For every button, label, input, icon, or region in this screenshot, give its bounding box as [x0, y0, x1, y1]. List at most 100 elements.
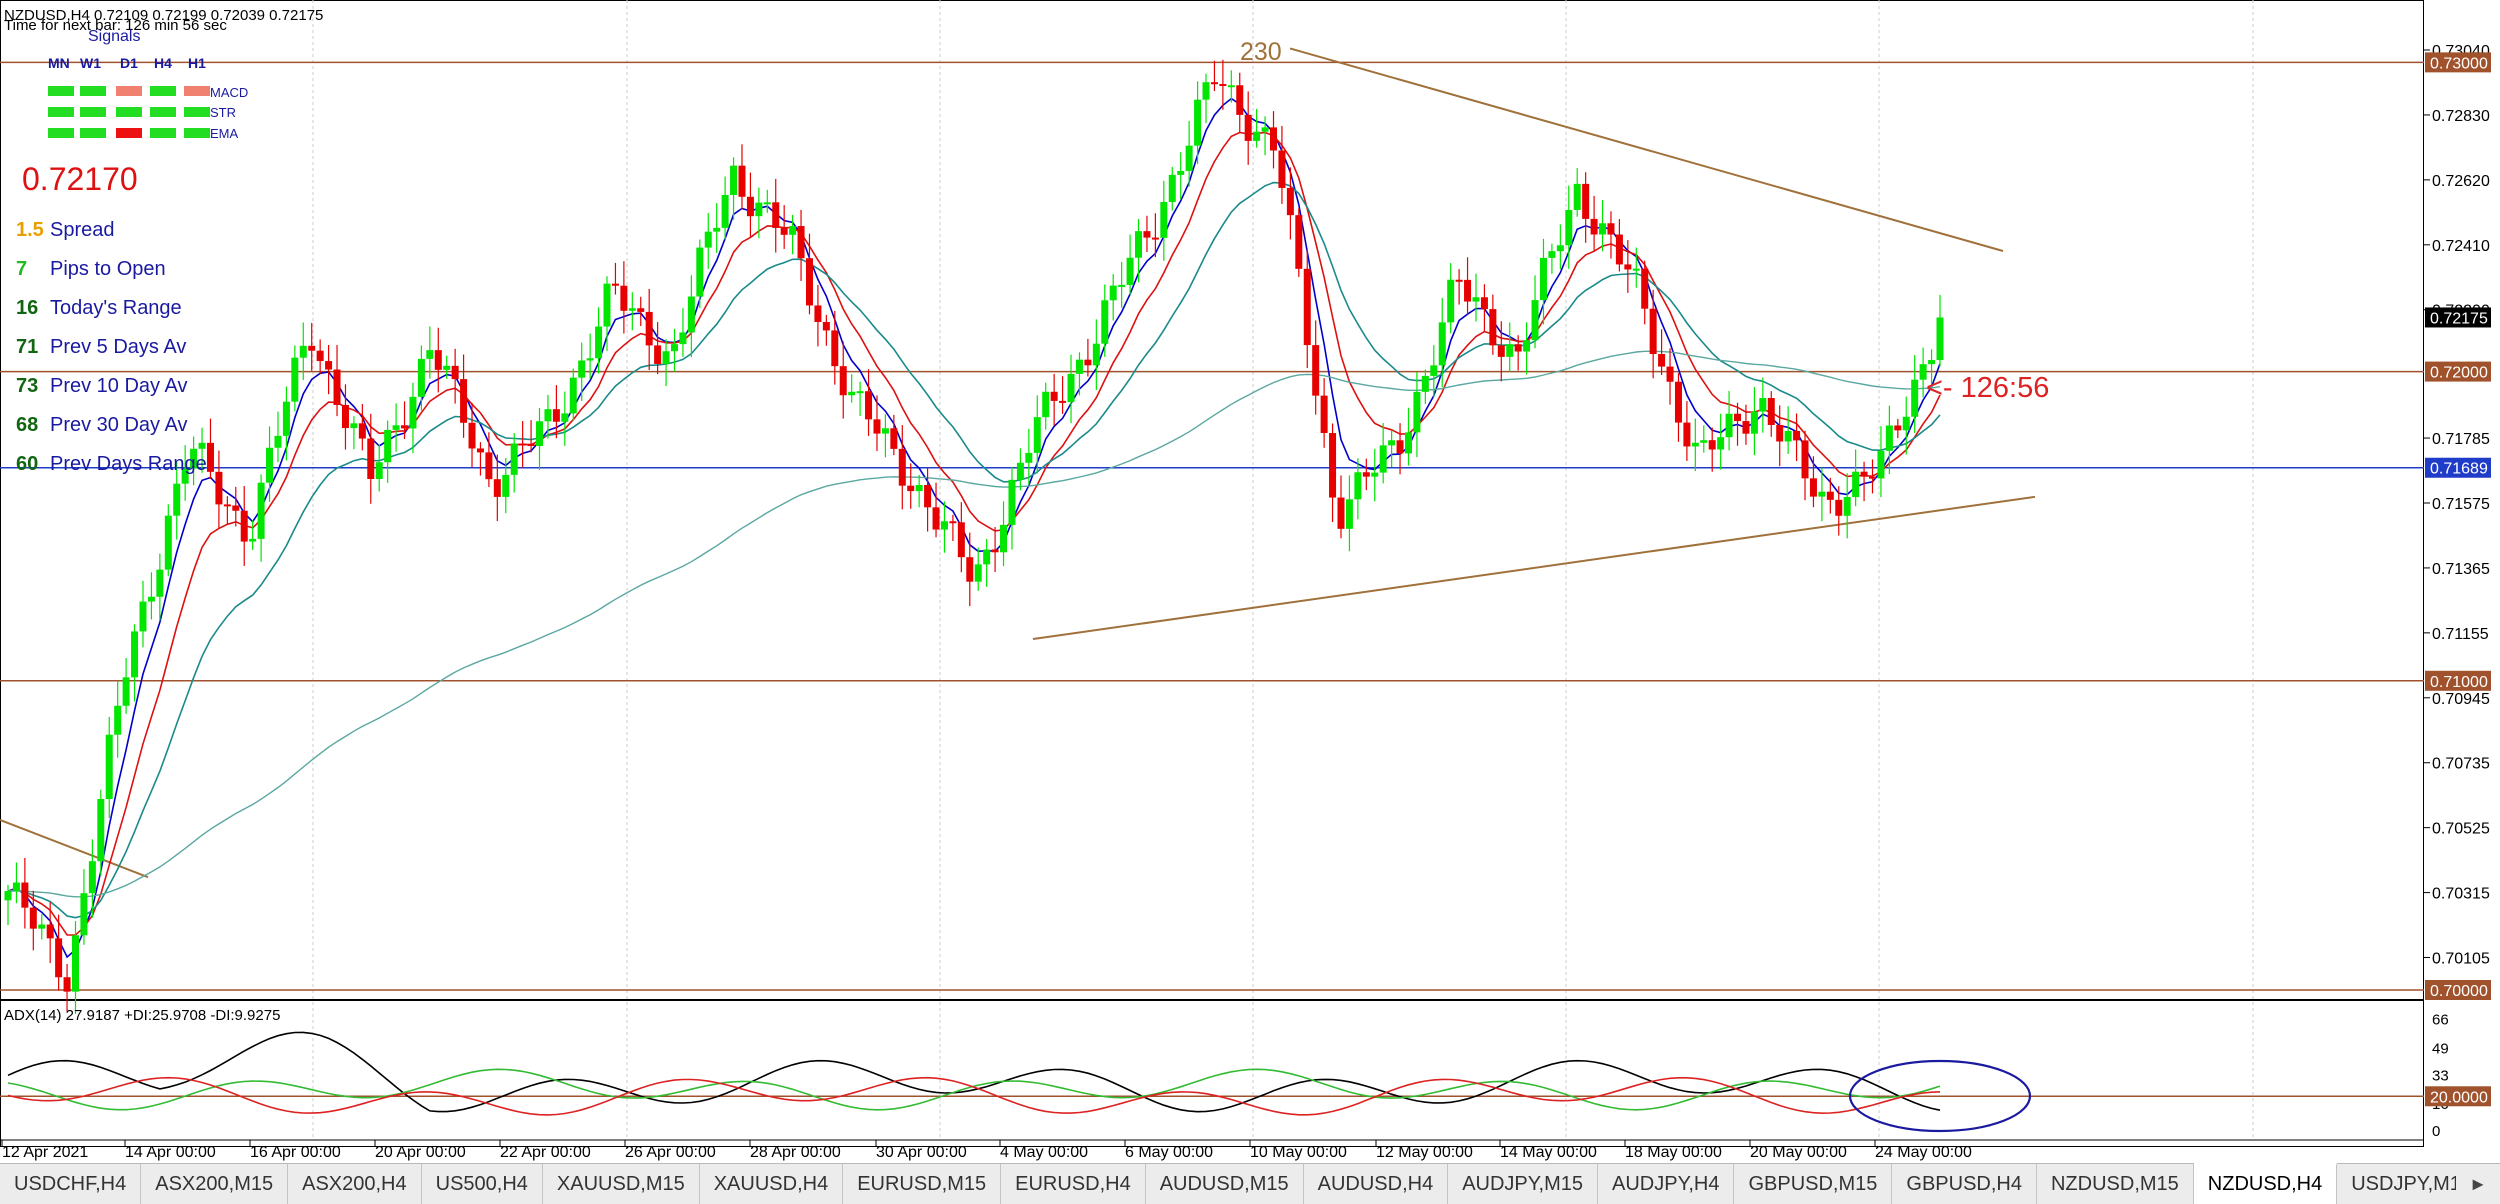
time-tick-label: 26 Apr 00:00: [625, 1144, 716, 1161]
signal-cell: [184, 128, 210, 138]
candle-body: [316, 350, 324, 362]
price-tick-label: 0.70105: [2432, 951, 2490, 968]
tab-eurusd-m15[interactable]: EURUSD,M15: [843, 1164, 1002, 1204]
price-level-badge: [2425, 52, 2491, 73]
time-tick-label: 10 May 00:00: [1250, 1144, 1347, 1161]
tab-audjpy-h4[interactable]: AUDJPY,H4: [1598, 1164, 1735, 1204]
candle-body: [1919, 364, 1927, 380]
current-price: 0.72170: [22, 161, 138, 197]
candle-body: [1362, 472, 1370, 477]
time-tick-label: 24 May 00:00: [1875, 1144, 1972, 1161]
candle-body: [746, 196, 754, 217]
candle-body: [443, 365, 451, 370]
horizontal-levels: [0, 61, 2424, 991]
time-tick-label: 12 May 00:00: [1376, 1144, 1473, 1161]
signal-cell: [150, 86, 176, 96]
candle-body: [1624, 264, 1632, 270]
candle-body: [1784, 430, 1792, 442]
time-axis[interactable]: 12 Apr 2021 14 Apr 00:00 16 Apr 00:00 20 Ap…: [1, 1140, 1972, 1161]
price-level-badge: [2425, 980, 2491, 1000]
signal-cell: [116, 86, 142, 96]
signal-cell: [184, 86, 210, 96]
signal-cell: [48, 128, 74, 138]
candle-body: [1050, 391, 1058, 401]
candle-body: [510, 443, 518, 475]
candle-body: [915, 484, 923, 492]
candle-body: [1438, 322, 1446, 366]
candle-body: [164, 515, 172, 570]
candle-body: [4, 891, 12, 901]
candle-body: [898, 448, 906, 486]
candle-body: [223, 504, 231, 507]
candle-body: [1767, 398, 1775, 425]
candle-body: [1641, 268, 1649, 309]
candle-body: [1497, 345, 1505, 357]
candle-body: [282, 401, 290, 436]
tab-asx200-h4[interactable]: ASX200,H4: [288, 1164, 422, 1204]
price-axis[interactable]: 0.730400.728300.726200.724100.722000.717…: [2424, 43, 2491, 1000]
candle-body: [71, 935, 79, 992]
candle-body: [1556, 245, 1564, 252]
info-label: Prev Days Range: [50, 453, 207, 475]
candle-body: [738, 165, 746, 197]
time-tick-label: 20 May 00:00: [1750, 1144, 1847, 1161]
tab-eurusd-h4[interactable]: EURUSD,H4: [1001, 1164, 1146, 1204]
signal-cell: [184, 107, 210, 117]
candle-body: [1632, 268, 1640, 271]
candle-body: [1379, 445, 1387, 473]
tab-us500-h4[interactable]: US500,H4: [422, 1164, 543, 1204]
candle-body: [1674, 381, 1682, 423]
price-level-label: 0.71000: [2430, 674, 2488, 691]
candle-body: [586, 358, 594, 361]
candle-body: [122, 677, 130, 706]
tab-audusd-m15[interactable]: AUDUSD,M15: [1146, 1164, 1304, 1204]
candle-body: [772, 202, 780, 228]
candle-body: [527, 443, 535, 447]
tab-xauusd-h4[interactable]: XAUUSD,H4: [700, 1164, 844, 1204]
candle-body: [780, 227, 788, 235]
candle-body: [1404, 432, 1412, 454]
candle-body: [12, 882, 20, 892]
price-tick-label: 0.72830: [2432, 108, 2490, 125]
tab-scroll-right-icon[interactable]: ►: [2456, 1164, 2500, 1204]
candle-body: [1658, 353, 1666, 367]
candle-body: [55, 938, 63, 978]
candle-body: [670, 344, 678, 352]
candle-body: [1877, 450, 1885, 479]
candle-body: [1691, 442, 1699, 447]
candle-body: [1185, 145, 1193, 171]
candle-body: [198, 442, 206, 449]
chart-canvas[interactable]: 0.730400.728300.726200.724100.722000.717…: [0, 0, 2500, 1163]
tab-audjpy-m15[interactable]: AUDJPY,M15: [1448, 1164, 1598, 1204]
candle-body: [536, 421, 544, 447]
candle-body: [637, 308, 645, 312]
candles: [4, 59, 1944, 1015]
signal-row-macd-label: MACD: [210, 85, 248, 100]
tab-gbpusd-m15[interactable]: GBPUSD,M15: [1734, 1164, 1893, 1204]
candle-body: [1708, 440, 1716, 450]
tab-nzdusd-m15[interactable]: NZDUSD,M15: [2037, 1164, 2194, 1204]
candle-body: [1472, 297, 1480, 302]
tab-nzdusd-h4[interactable]: NZDUSD,H4: [2193, 1163, 2338, 1204]
candle-body: [544, 409, 552, 422]
candle-body: [206, 442, 214, 472]
candle-body: [721, 195, 729, 228]
candle-body: [890, 428, 898, 449]
candle-body: [1118, 284, 1126, 287]
candle-body: [831, 330, 839, 367]
candle-body: [966, 557, 974, 582]
tab-xauusd-m15[interactable]: XAUUSD,M15: [543, 1164, 700, 1204]
tab-usdchf-h4[interactable]: USDCHF,H4: [0, 1164, 142, 1204]
chart-frame: [0, 0, 2424, 1147]
candle-body: [1826, 491, 1834, 500]
candle-body: [679, 332, 687, 345]
candle-body: [1303, 268, 1311, 346]
time-tick-label: 30 Apr 00:00: [876, 1144, 967, 1161]
indicator-level-badge: [2425, 1086, 2491, 1107]
tab-asx200-m15[interactable]: ASX200,M15: [141, 1164, 289, 1204]
indicator-tick-label: 33: [2432, 1067, 2449, 1084]
tab-gbpusd-h4[interactable]: GBPUSD,H4: [1892, 1164, 2037, 1204]
candle-body: [1219, 84, 1227, 87]
candle-body: [1312, 345, 1320, 396]
tab-audusd-h4[interactable]: AUDUSD,H4: [1304, 1164, 1449, 1204]
